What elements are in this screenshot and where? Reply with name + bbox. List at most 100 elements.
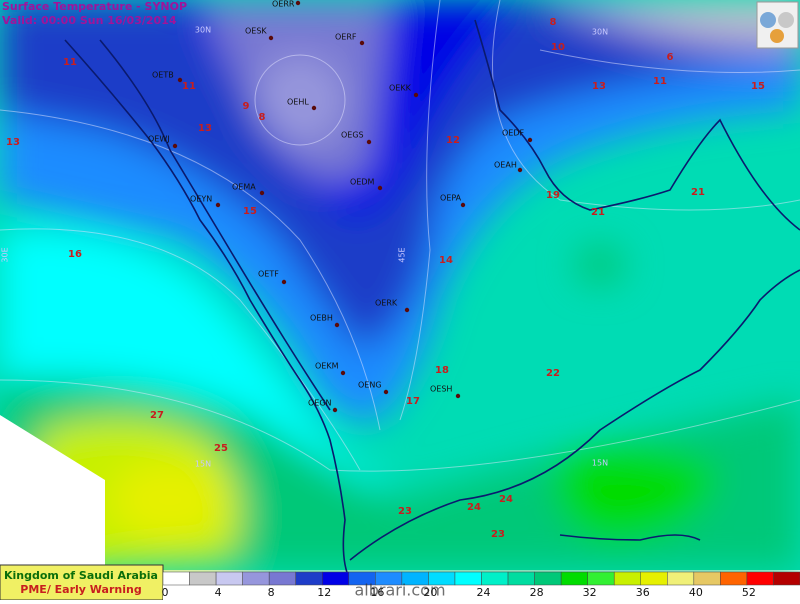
colorbar-cell bbox=[163, 572, 190, 585]
contour-label: 12 bbox=[446, 135, 460, 146]
colorbar-label: 40 bbox=[689, 586, 703, 599]
station-dot bbox=[341, 371, 345, 375]
colorbar-cell bbox=[243, 572, 270, 585]
colorbar-cell bbox=[747, 572, 774, 585]
station-label: OERF bbox=[335, 33, 357, 42]
footer-line2: PME/ Early Warning bbox=[20, 583, 141, 596]
watermark: albrari.com bbox=[354, 581, 445, 600]
station-dot bbox=[296, 1, 300, 5]
colorbar-cell bbox=[641, 572, 668, 585]
colorbar-label: 52 bbox=[742, 586, 756, 599]
contour-label: 15 bbox=[243, 206, 257, 217]
contour-label: 8 bbox=[550, 17, 557, 28]
contour-label: 11 bbox=[653, 76, 667, 87]
grid-label: 30E bbox=[1, 247, 10, 262]
grid-label: 45E bbox=[398, 247, 407, 262]
colorbar-label: 4 bbox=[215, 586, 222, 599]
station-label: OEWJ bbox=[148, 135, 170, 144]
station-label: OEDF bbox=[502, 129, 525, 138]
contour-label: 25 bbox=[214, 443, 228, 454]
station-label: OEDM bbox=[350, 178, 375, 187]
map-title: Surface Temperature - SYNOP bbox=[2, 0, 187, 13]
contour-label: 23 bbox=[491, 529, 505, 540]
station-label: OEYN bbox=[190, 195, 212, 204]
grid-label: 30N bbox=[592, 28, 608, 37]
station-dot bbox=[216, 203, 220, 207]
footer-line1: Kingdom of Saudi Arabia bbox=[4, 569, 158, 582]
colorbar-cell bbox=[482, 572, 509, 585]
station-label: OENG bbox=[358, 381, 382, 390]
colorbar-cell bbox=[190, 572, 217, 585]
contour-label: 13 bbox=[198, 123, 212, 134]
contour-label: 8 bbox=[259, 112, 266, 123]
colorbar-label: 12 bbox=[317, 586, 331, 599]
station-dot bbox=[461, 203, 465, 207]
colorbar-label: 0 bbox=[162, 586, 169, 599]
colorbar-label: 32 bbox=[583, 586, 597, 599]
colorbar-label: 28 bbox=[530, 586, 544, 599]
contour-label: 11 bbox=[63, 57, 77, 68]
colorbar-label: 36 bbox=[636, 586, 650, 599]
colorbar-cell bbox=[508, 572, 535, 585]
station-dot bbox=[312, 106, 316, 110]
grid-label: 30N bbox=[195, 26, 211, 35]
contour-label: 16 bbox=[68, 249, 82, 260]
contour-label: 11 bbox=[182, 81, 196, 92]
station-label: OEHL bbox=[287, 98, 309, 107]
station-dot bbox=[367, 140, 371, 144]
grid-label: 15N bbox=[195, 460, 211, 469]
logo bbox=[757, 2, 798, 48]
contour-label: 21 bbox=[691, 187, 705, 198]
colorbar-cell bbox=[216, 572, 243, 585]
grid-label: 15N bbox=[592, 459, 608, 468]
station-dot bbox=[173, 144, 177, 148]
station-dot bbox=[528, 138, 532, 142]
station-label: OEAH bbox=[494, 161, 517, 170]
colorbar-label: 8 bbox=[268, 586, 275, 599]
colorbar-cell bbox=[455, 572, 482, 585]
station-label: OEBH bbox=[310, 314, 333, 323]
station-label: OETB bbox=[152, 71, 174, 80]
colorbar-cell bbox=[322, 572, 349, 585]
station-label: OEKK bbox=[389, 84, 412, 93]
station-label: OESK bbox=[245, 27, 267, 36]
colorbar-cell bbox=[269, 572, 296, 585]
station-dot bbox=[456, 394, 460, 398]
station-dot bbox=[378, 186, 382, 190]
station-dot bbox=[360, 41, 364, 45]
station-label: OESH bbox=[430, 385, 452, 394]
colorbar-cell bbox=[694, 572, 721, 585]
contour-label: 23 bbox=[398, 506, 412, 517]
contour-label: 14 bbox=[439, 255, 453, 266]
contour-label: 21 bbox=[591, 207, 605, 218]
contour-label: 19 bbox=[546, 190, 560, 201]
station-label: OEGS bbox=[341, 131, 364, 140]
contour-label: 22 bbox=[546, 368, 560, 379]
station-dot bbox=[260, 191, 264, 195]
station-label: OERR bbox=[272, 0, 295, 9]
contour-label: 27 bbox=[150, 410, 164, 421]
colorbar-cell bbox=[535, 572, 562, 585]
contour-label: 24 bbox=[467, 502, 481, 513]
colorbar-cell bbox=[296, 572, 323, 585]
colorbar-cell bbox=[720, 572, 747, 585]
station-dot bbox=[333, 408, 337, 412]
colorbar-cell bbox=[773, 572, 800, 585]
colorbar-label: 24 bbox=[477, 586, 491, 599]
station-label: OERK bbox=[375, 299, 398, 308]
station-label: OEPA bbox=[440, 194, 462, 203]
colorbar-cell bbox=[588, 572, 615, 585]
station-dot bbox=[405, 308, 409, 312]
station-dot bbox=[335, 323, 339, 327]
contour-label: 13 bbox=[592, 81, 606, 92]
station-dot bbox=[269, 36, 273, 40]
station-label: OEGN bbox=[308, 399, 332, 408]
contour-label: 15 bbox=[751, 81, 765, 92]
contour-label: 18 bbox=[435, 365, 449, 376]
station-dot bbox=[384, 390, 388, 394]
contour-label: 13 bbox=[6, 137, 20, 148]
station-label: OETF bbox=[258, 270, 279, 279]
station-dot bbox=[518, 168, 522, 172]
